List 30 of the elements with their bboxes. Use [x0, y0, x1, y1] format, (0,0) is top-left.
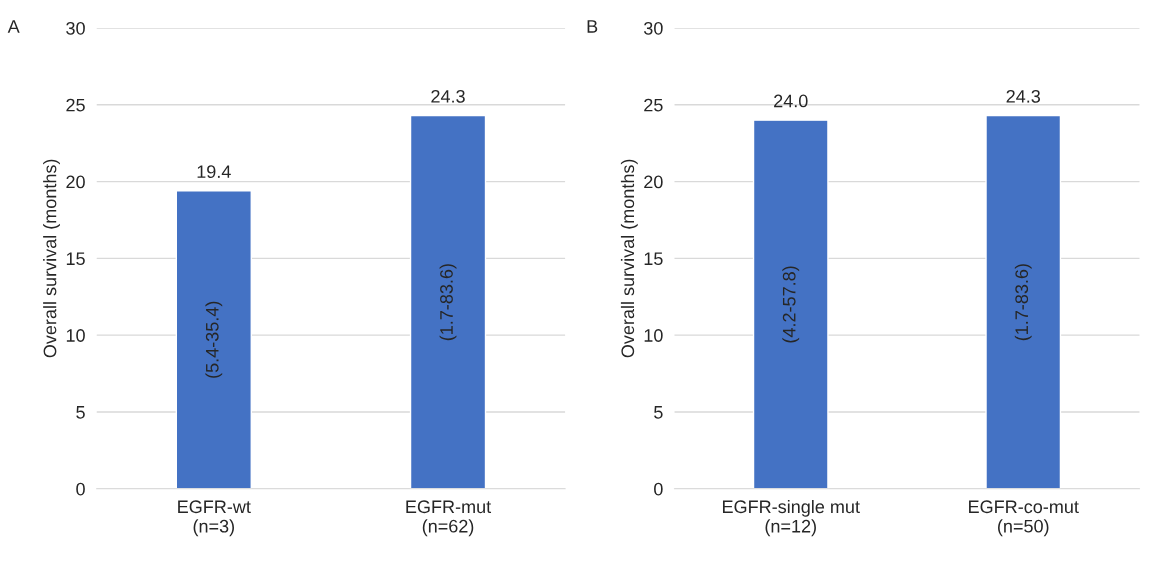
y-tick-label: 30 [66, 21, 85, 35]
annotation: (5.4-35.4) [205, 301, 223, 378]
y-tick-label: 0 [76, 482, 85, 496]
y-tick-label: 10 [644, 329, 663, 342]
y-tick-label: 5 [76, 406, 85, 419]
annotation: (1.7-83.6) [439, 264, 457, 341]
y-axis-title: Overall survival (months) [620, 159, 638, 358]
y-tick-label: 25 [644, 98, 663, 112]
y-tick-label: 20 [66, 175, 85, 189]
y-tick-label: 5 [654, 406, 663, 419]
y-tick-label: 0 [654, 482, 663, 496]
x-tick-label: EGFR-mut (n=62) [406, 500, 492, 537]
annotation: (4.2-57.8) [782, 266, 800, 343]
y-tick-label: 25 [66, 98, 85, 112]
x-tick-label: EGFR-wt (n=3) [178, 500, 251, 537]
data-label: 24.3 [431, 89, 465, 103]
y-axis-title: Overall survival (months) [43, 159, 60, 358]
data-label: 19.4 [197, 165, 231, 179]
data-label: 24.0 [774, 94, 808, 108]
x-tick-label: EGFR-single mut (n=12) [722, 499, 860, 537]
y-tick-label: 15 [66, 252, 85, 266]
chart-title: B [587, 20, 598, 33]
x-tick-label: EGFR-co-mut (n=50) [969, 500, 1079, 537]
y-tick-label: 10 [66, 329, 85, 342]
data-label: 24.3 [1006, 89, 1041, 103]
y-tick-label: 15 [644, 252, 663, 266]
annotation: (1.7-83.6) [1014, 264, 1032, 341]
chart-title: A [7, 20, 20, 33]
y-tick-label: 30 [643, 21, 663, 35]
y-tick-label: 20 [644, 175, 663, 189]
